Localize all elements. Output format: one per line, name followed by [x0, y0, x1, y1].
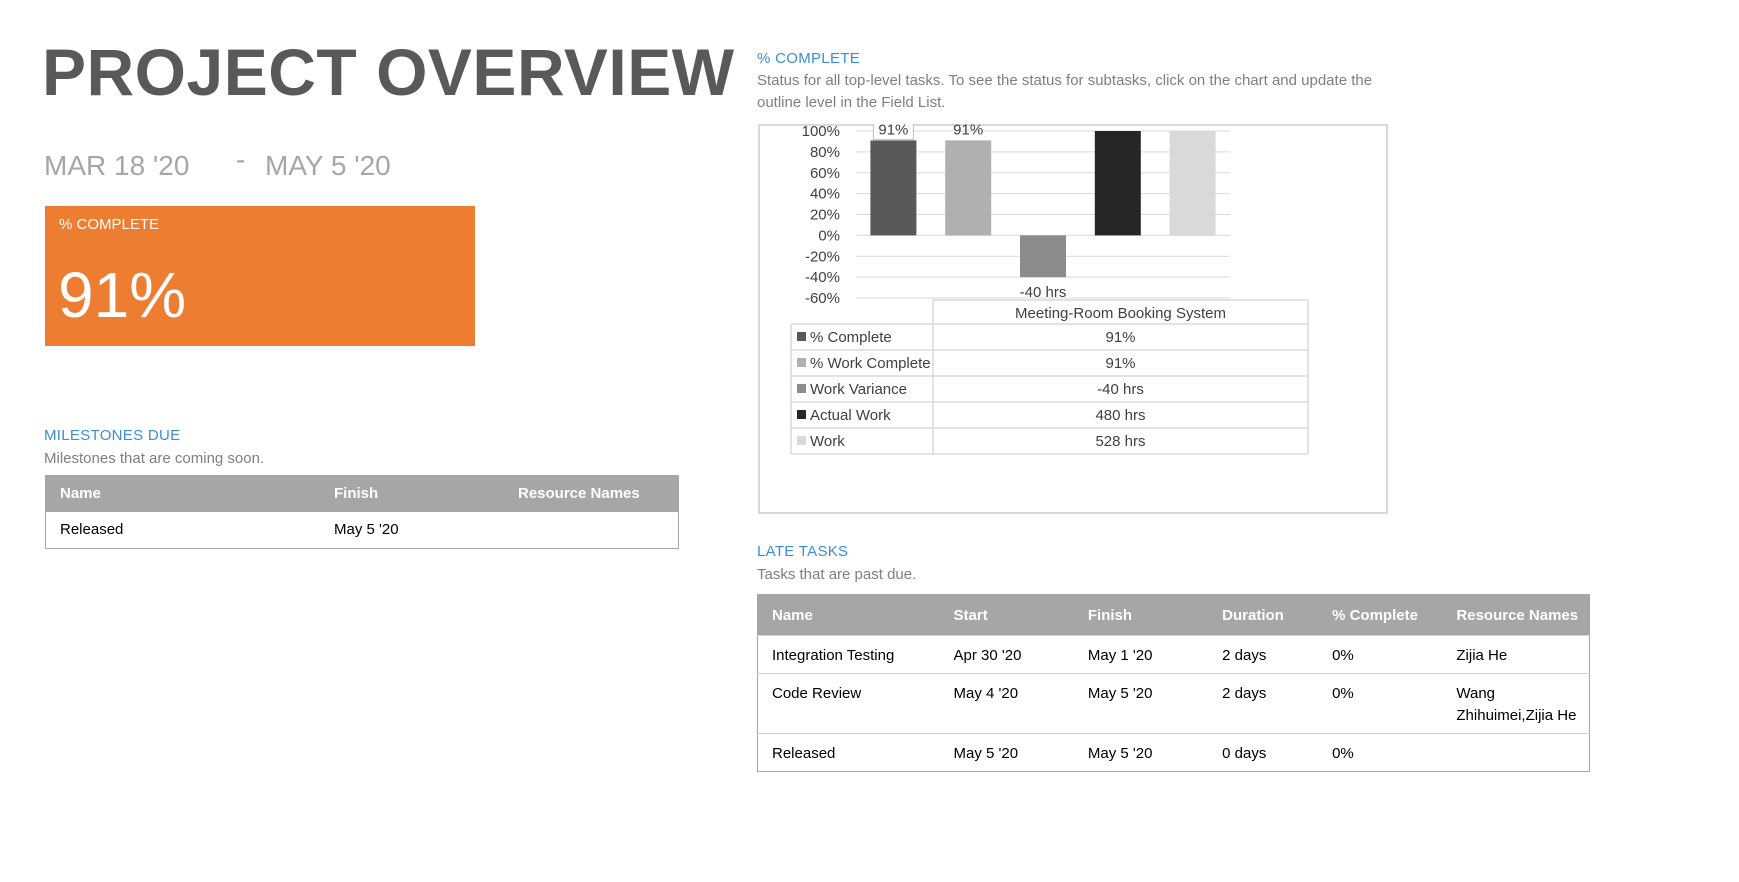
column-header-duration[interactable]: Duration [1208, 594, 1319, 636]
end-date: MAY 5 '20 [265, 150, 391, 181]
date-separator: - [236, 144, 246, 175]
chart-section-subtitle-1: Status for all top-level tasks. To see t… [757, 72, 1373, 89]
cell-start: May 5 '20 [939, 733, 1074, 772]
data-label: 91% [953, 124, 983, 138]
percent-complete-tile[interactable]: % COMPLETE 91% [45, 206, 475, 346]
legend-key [797, 358, 806, 367]
y-tick-label: -40% [805, 269, 840, 286]
data-label-box [872, 124, 914, 140]
table-row[interactable]: Code Review May 4 '20 May 5 '20 2 days 0… [757, 673, 1590, 734]
cell-name: Released [757, 733, 940, 772]
milestones-header-row: Name Finish Resource Names [45, 475, 679, 512]
y-tick-label: 40% [810, 186, 840, 203]
late-tasks-table[interactable]: Name Start Finish Duration % Complete Re… [757, 594, 1590, 772]
cell-resource-names [504, 512, 679, 549]
cell-finish: May 5 '20 [1073, 733, 1209, 772]
legend-key [797, 384, 806, 393]
legend-entry: Work [810, 433, 845, 450]
chart-frame[interactable] [758, 124, 1388, 514]
bar [945, 140, 992, 236]
cell-finish: May 1 '20 [1073, 635, 1209, 674]
cell-name: Integration Testing [757, 635, 940, 674]
column-header-finish[interactable]: Finish [1073, 594, 1209, 636]
page-title: PROJECT OVERVIEW [42, 35, 735, 109]
column-header-name[interactable]: Name [45, 475, 320, 512]
data-table-value: 528 hrs [1095, 433, 1145, 450]
legend-key [797, 410, 806, 419]
legend-key [797, 436, 806, 445]
column-header-percent-complete[interactable]: % Complete [1318, 594, 1443, 636]
milestones-title: MILESTONES DUE [44, 427, 181, 444]
bar [1020, 235, 1066, 278]
cell-duration: 2 days [1208, 673, 1319, 734]
y-tick-label: 100% [802, 124, 840, 140]
start-date: MAR 18 '20 [44, 150, 190, 181]
late-tasks-subtitle: Tasks that are past due. [757, 566, 917, 583]
cell-resource-names: Zijia He [1442, 635, 1590, 674]
data-label: -40 hrs [1020, 284, 1067, 301]
column-header-name[interactable]: Name [757, 594, 940, 636]
data-table-value: 480 hrs [1095, 407, 1145, 424]
bar [1094, 131, 1141, 236]
milestones-table[interactable]: Name Finish Resource Names Released May … [45, 475, 679, 549]
cell-start: May 4 '20 [939, 673, 1074, 734]
kpi-label: % COMPLETE [59, 216, 160, 233]
category-label: Meeting-Room Booking System [1015, 305, 1226, 322]
cell-duration: 0 days [1208, 733, 1319, 772]
column-header-start[interactable]: Start [939, 594, 1074, 636]
cell-percent-complete: 0% [1318, 635, 1443, 674]
late-tasks-header-row: Name Start Finish Duration % Complete Re… [757, 594, 1590, 636]
cell-start: Apr 30 '20 [939, 635, 1074, 674]
cell-percent-complete: 0% [1318, 673, 1443, 734]
legend-entry: % Complete [810, 329, 892, 346]
y-tick-label: 20% [810, 207, 840, 224]
y-tick-label: -20% [805, 248, 840, 265]
column-header-finish[interactable]: Finish [320, 475, 504, 512]
bar [870, 140, 917, 236]
cell-name: Released [60, 521, 124, 538]
legend-entry: Work Variance [810, 381, 907, 398]
y-tick-label: -60% [805, 290, 840, 307]
column-header-resource-names[interactable]: Resource Names [504, 475, 679, 512]
table-row[interactable]: Released May 5 '20 May 5 '20 0 days 0% [757, 733, 1590, 772]
chart-section-subtitle-2: outline level in the Field List. [757, 94, 946, 111]
legend-key [797, 332, 806, 341]
late-tasks-title: LATE TASKS [757, 543, 849, 560]
data-table-value: 91% [1105, 329, 1135, 346]
milestones-subtitle: Milestones that are coming soon. [44, 450, 265, 467]
legend-entry: Actual Work [810, 407, 891, 424]
cell-duration: 2 days [1208, 635, 1319, 674]
data-label: 91% [878, 124, 908, 138]
y-tick-label: 60% [810, 165, 840, 182]
cell-percent-complete: 0% [1318, 733, 1443, 772]
cell-finish: May 5 '20 [334, 521, 399, 538]
table-row[interactable]: Released May 5 '20 [46, 512, 679, 549]
legend-entry: % Work Complete [810, 355, 931, 372]
kpi-value: 91% [58, 259, 187, 331]
table-row[interactable]: Integration Testing Apr 30 '20 May 1 '20… [757, 635, 1590, 674]
data-table-value: -40 hrs [1097, 381, 1144, 398]
percent-complete-chart[interactable]: 100% 80% 60% 40% 20% 0% -20% -40% -60% 91% 91% -40… [758, 124, 1388, 514]
bar [1169, 131, 1216, 236]
cell-resource-names: Wang Zhihuimei,Zijia He [1442, 673, 1590, 734]
data-table-value: 91% [1105, 355, 1135, 372]
y-tick-label: 0% [818, 227, 840, 244]
column-header-resource-names[interactable]: Resource Names [1442, 594, 1590, 636]
y-tick-label: 80% [810, 144, 840, 161]
cell-finish: May 5 '20 [1073, 673, 1209, 734]
chart-section-title: % COMPLETE [757, 50, 861, 67]
cell-name: Code Review [757, 673, 940, 734]
cell-resource-names [1442, 733, 1590, 772]
